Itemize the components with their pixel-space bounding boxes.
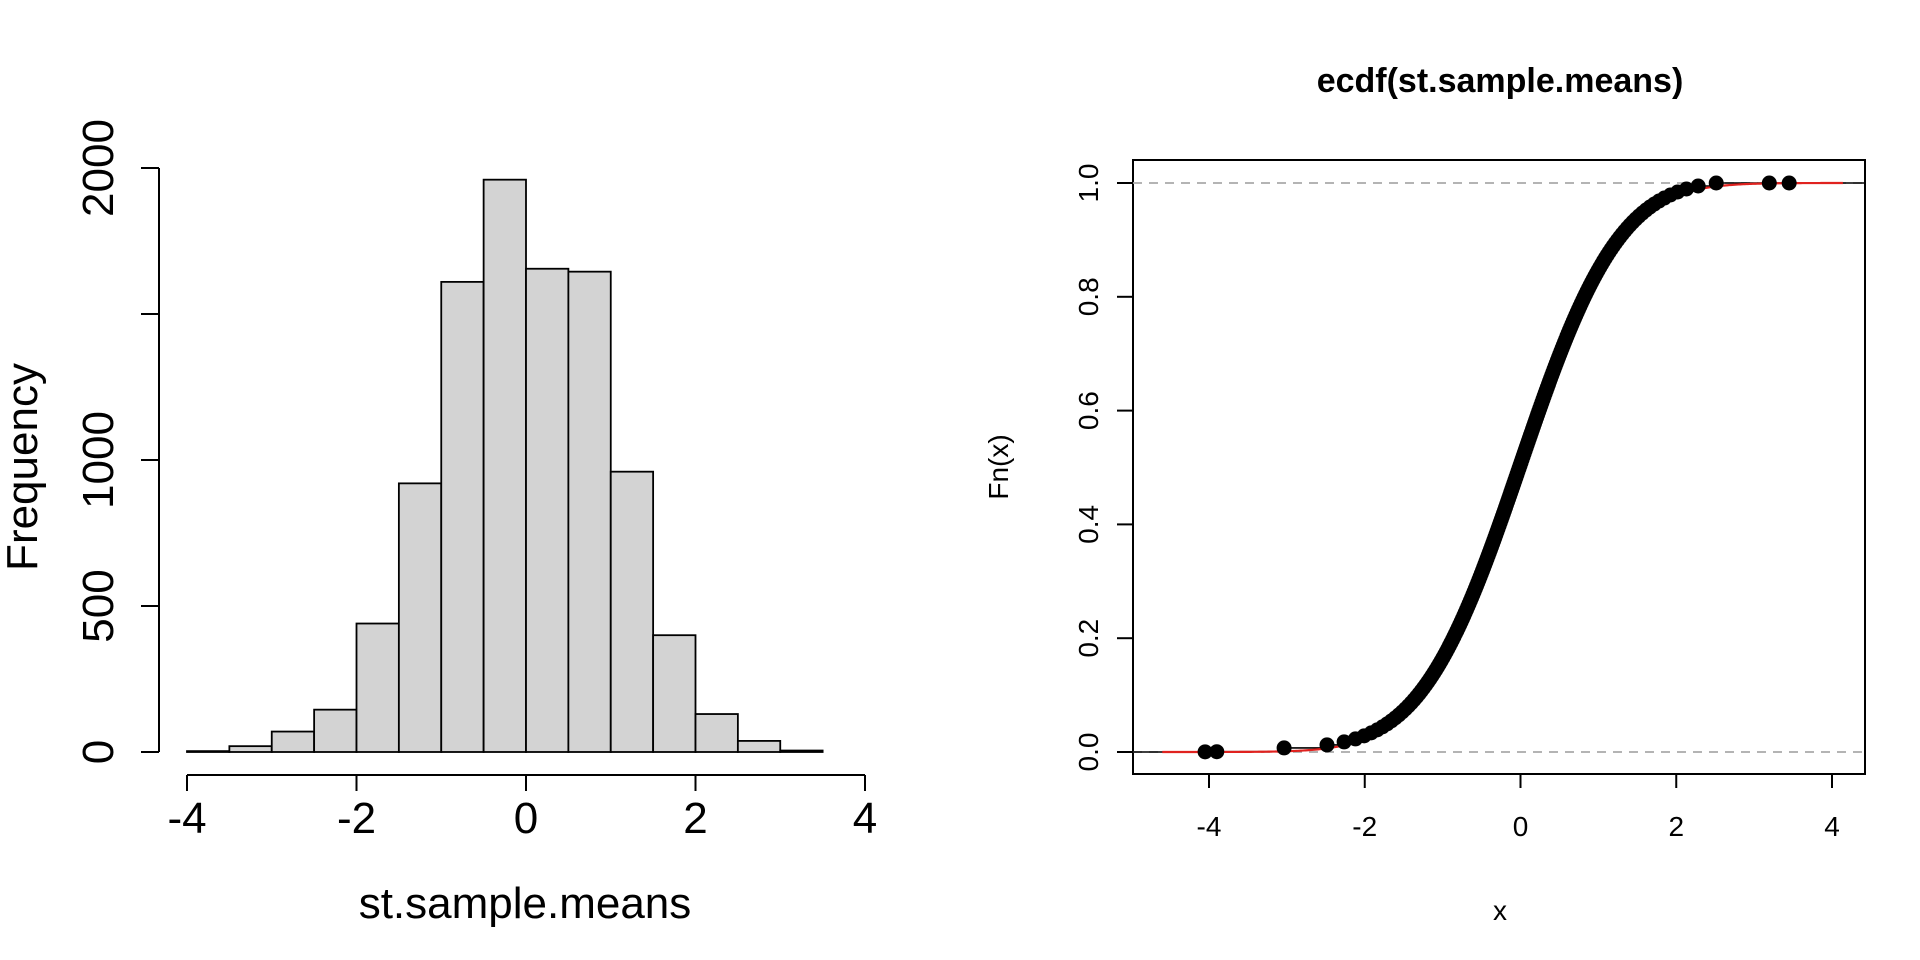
histogram-bar [525,267,570,753]
histogram-x-label: st.sample.means [359,879,692,928]
ecdf-x-tick-label: 2 [1668,811,1684,842]
histogram-bar [736,740,782,753]
histogram-bars [186,178,824,753]
ecdf-title: ecdf(st.sample.means) [1317,62,1684,100]
ecdf-y-tick-label: 1.0 [1073,164,1104,203]
histogram-bar [779,749,824,753]
ecdf-panel: ecdf(st.sample.means) -4 -2 0 2 4 0.00.20.40… [983,62,1866,926]
histogram-bar [270,730,316,753]
histogram-bar [652,634,697,753]
ecdf-x-axis: -4 -2 0 2 4 [1197,773,1840,842]
ecdf-x-tick-label: -4 [1197,811,1222,842]
ecdf-y-tick-label: 0.0 [1073,733,1104,772]
histogram-bar [313,708,358,753]
histogram-y-tick-label: 0 [74,740,123,764]
ecdf-point [1781,175,1797,191]
histogram-y-tick-label: 2000 [74,119,123,217]
histogram-bar [694,713,739,753]
ecdf-reference-lines [1133,182,1865,753]
ecdf-steps [1133,182,1865,753]
ecdf-normal-curve [1162,181,1843,754]
ecdf-point [1336,734,1352,750]
ecdf-y-axis: 0.0 0.2 0.4 0.6 0.8 1.0 [1073,164,1133,772]
ecdf-y-tick-label: 0.6 [1073,391,1104,430]
histogram-x-tick-label: -2 [337,794,376,843]
histogram-x-tick-label: 4 [853,794,877,843]
histogram-y-axis: 0 500 1000 2000 [74,119,160,764]
histogram-bar [355,622,400,753]
histogram-bar [397,482,443,753]
ecdf-point [1678,181,1694,197]
ecdf-point [1761,175,1777,191]
ecdf-plot-box [1132,159,1866,775]
histogram-y-label: Frequency [0,363,47,571]
histogram-bar [228,745,273,753]
ecdf-point [1276,740,1292,756]
ecdf-y-tick-label: 0.4 [1073,505,1104,544]
histogram-x-tick-label: -4 [167,794,206,843]
histogram-bar [567,270,612,753]
ecdf-x-tick-label: -2 [1352,811,1377,842]
histogram-bar [482,178,527,753]
ecdf-x-tick-label: 4 [1824,811,1840,842]
ecdf-y-label: Fn(x) [983,434,1014,499]
histogram-x-tick-label: 0 [514,794,538,843]
histogram-y-tick-label: 500 [74,569,123,642]
histogram-bar [609,470,655,753]
histogram-panel: -4 -2 0 2 4 0 500 1000 2000 st.sample.means Fre… [0,119,877,928]
ecdf-point [1708,175,1724,191]
ecdf-x-tick-label: 0 [1513,811,1529,842]
histogram-x-tick-label: 2 [683,794,707,843]
histogram-bar [186,750,231,753]
ecdf-y-tick-label: 0.2 [1073,619,1104,658]
ecdf-x-label: x [1493,895,1507,926]
ecdf-point [1319,737,1335,753]
ecdf-point [1209,744,1225,760]
ecdf-step-line [1133,182,1865,753]
histogram-y-tick-label: 1000 [74,411,123,509]
ecdf-point [1690,178,1706,194]
histogram-bar [440,280,485,753]
ecdf-y-tick-label: 0.8 [1073,277,1104,316]
ecdf-points [1197,175,1797,760]
ecdf-point [1197,744,1213,760]
histogram-x-axis: -4 -2 0 2 4 [167,774,877,843]
